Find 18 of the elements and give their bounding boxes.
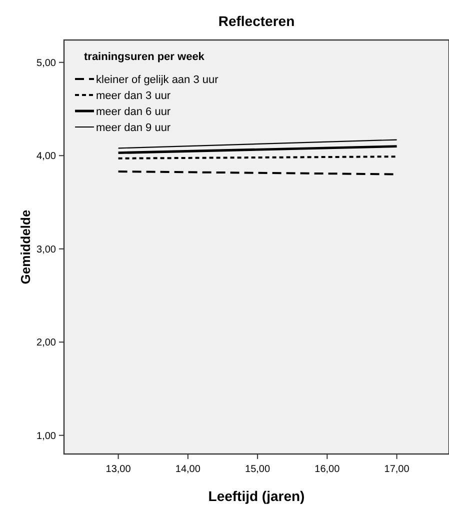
chart-title: Reflecteren [218,13,295,29]
x-tick-label: 14,00 [175,464,201,475]
y-tick-label: 2,00 [36,338,56,349]
x-tick-label: 16,00 [314,464,340,475]
x-tick-label: 15,00 [245,464,270,475]
y-tick-label: 1,00 [36,430,56,442]
legend-label: kleiner of gelijk aan 3 uur [96,74,219,86]
legend-label: meer dan 3 uur [96,90,171,102]
y-tick-label: 3,00 [36,244,56,256]
legend-label: meer dan 9 uur [96,122,171,134]
y-tick-label: 4,00 [36,151,56,162]
legend-title: trainingsuren per week [84,51,206,63]
y-axis-title: Gemiddelde [18,210,33,284]
legend-label: meer dan 6 uur [96,106,171,118]
x-tick-label: 17,00 [384,464,410,475]
x-tick-label: 13,00 [106,464,132,475]
x-axis-title: Leeftijd (jaren) [208,488,305,504]
y-tick-label: 5,00 [36,58,56,69]
